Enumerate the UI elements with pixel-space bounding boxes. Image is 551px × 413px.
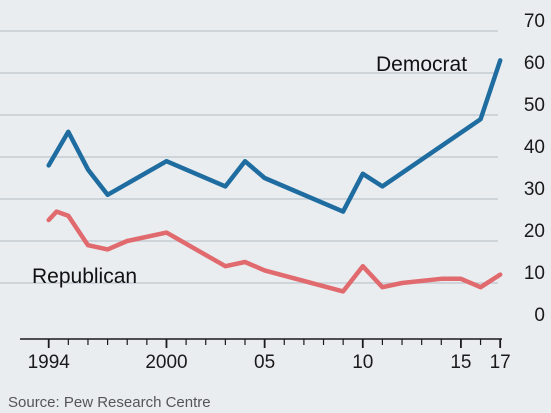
y-tick-label: 0 — [534, 305, 545, 326]
democrat-line — [46, 58, 503, 214]
x-tick-label: 15 — [450, 352, 471, 373]
democrat-series-label: Democrat — [376, 53, 467, 76]
x-tick-label: 17 — [490, 352, 511, 373]
x-tick-label: 2000 — [145, 352, 187, 373]
republican-line — [46, 209, 503, 294]
y-tick-label: 60 — [524, 53, 545, 74]
y-tick-label: 70 — [524, 11, 545, 32]
source-note: Source: Pew Research Centre — [8, 394, 211, 411]
x-tick-label: 10 — [352, 352, 373, 373]
republican-series-label: Republican — [32, 265, 137, 288]
x-tick-label: 05 — [254, 352, 275, 373]
y-tick-label: 20 — [524, 221, 545, 242]
y-tick-label: 10 — [524, 263, 545, 284]
x-tick-label: 1994 — [28, 352, 71, 373]
y-tick-label: 40 — [524, 137, 545, 158]
y-tick-label: 50 — [524, 95, 545, 116]
y-axis-ticks: 0 10 20 30 40 50 60 70 — [524, 11, 545, 326]
series-lines — [46, 58, 503, 294]
x-axis: 1994 2000 05 10 15 17 — [20, 338, 511, 373]
y-tick-label: 30 — [524, 179, 545, 200]
